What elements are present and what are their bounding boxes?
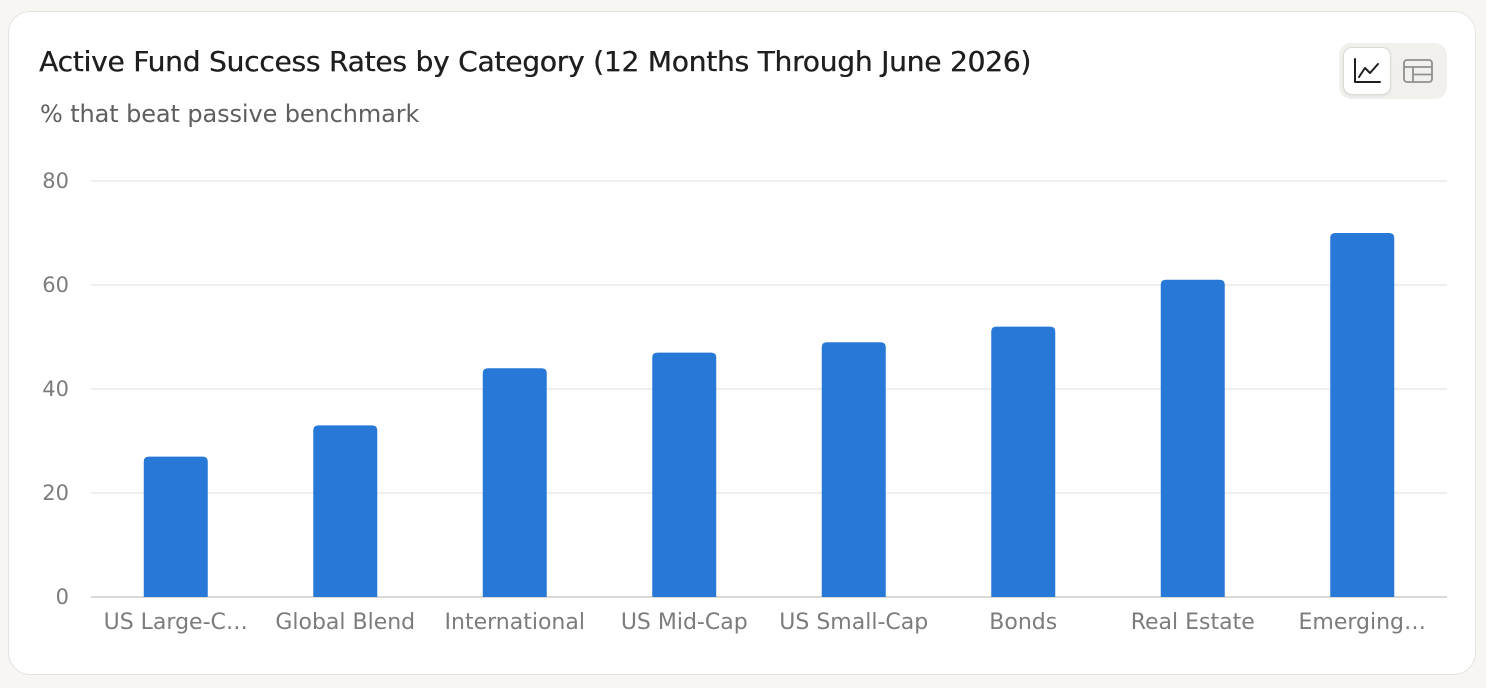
x-tick-label: Global Blend [275, 610, 415, 635]
x-tick-label: US Small-Cap [779, 610, 928, 635]
chart-title: Active Fund Success Rates by Category (1… [39, 45, 1032, 78]
bars [143, 233, 1395, 597]
y-tick-label: 20 [42, 481, 69, 505]
x-tick-label: US Mid-Cap [621, 610, 748, 635]
y-tick-label: 60 [42, 273, 69, 297]
x-tick-label: Real Estate [1131, 610, 1255, 635]
x-tick-label: International [445, 610, 585, 635]
view-toggle [1339, 43, 1447, 99]
y-tick-label: 0 [56, 585, 69, 609]
x-tick-label: Emerging… [1298, 610, 1426, 635]
table-icon [1403, 59, 1433, 83]
bar-emerging-markets[interactable] [1330, 233, 1395, 597]
bar-real-estate[interactable] [1160, 279, 1225, 597]
bar-international[interactable] [482, 368, 547, 597]
y-axis-ticks: 0 20 40 60 80 [42, 169, 69, 609]
x-tick-label: US Large-C… [104, 610, 248, 635]
chart-view-button[interactable] [1343, 47, 1391, 95]
x-tick-label: Bonds [989, 610, 1057, 635]
y-tick-label: 40 [42, 377, 69, 401]
chart-subtitle: % that beat passive benchmark [40, 100, 420, 128]
line-chart-icon [1354, 58, 1381, 83]
chart-card: Active Fund Success Rates by Category (1… [8, 11, 1476, 675]
gridlines [91, 180, 1447, 598]
x-axis-ticks: US Large-C… Global Blend International US M… [104, 610, 1426, 635]
bar-us-mid-cap[interactable] [652, 352, 717, 597]
bar-chart: 0 20 40 60 80 US Large-C… Global Blend Interna… [42, 169, 1447, 635]
bar-us-large-cap[interactable] [143, 456, 208, 597]
bar-us-small-cap[interactable] [821, 342, 886, 597]
bar-bonds[interactable] [991, 326, 1056, 597]
table-view-button[interactable] [1394, 47, 1442, 95]
y-tick-label: 80 [42, 169, 69, 193]
bar-global-blend[interactable] [313, 425, 378, 597]
